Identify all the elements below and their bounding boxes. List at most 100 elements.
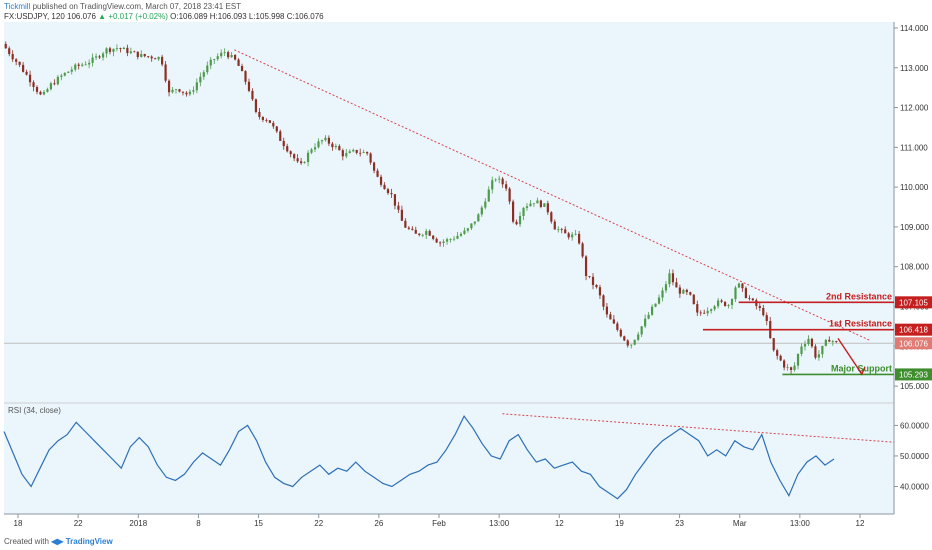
candle-body: [272, 122, 275, 127]
candle-body: [473, 221, 476, 224]
candle-body: [449, 239, 452, 241]
candle-body: [602, 295, 605, 307]
candle-body: [348, 151, 351, 154]
candle-body: [227, 52, 230, 58]
candle-body: [505, 184, 508, 189]
candle-body: [324, 137, 327, 141]
candle-body: [216, 56, 219, 60]
level-label: Major Support: [831, 363, 892, 373]
time-tick-label: 15: [254, 519, 263, 528]
candle-body: [167, 80, 171, 93]
candle-body: [487, 189, 490, 202]
candle-body: [650, 306, 654, 315]
trendlines: [234, 49, 870, 341]
candle-body: [94, 56, 98, 58]
candle-body: [136, 51, 139, 57]
candle-body: [675, 282, 678, 288]
candle-body: [60, 75, 63, 77]
candle-body: [279, 131, 282, 141]
candle-body: [623, 336, 626, 341]
price-tick-label: 109.000: [900, 223, 929, 232]
time-tick-label: 8: [196, 519, 201, 528]
candle-body: [42, 91, 46, 95]
candle-body: [223, 52, 226, 53]
candle-body: [230, 54, 233, 58]
candle-body: [275, 126, 278, 132]
candle-body: [796, 354, 800, 366]
candle-body: [161, 56, 164, 65]
time-tick-label: 22: [74, 519, 83, 528]
candle-body: [303, 162, 306, 164]
candle-body: [511, 201, 515, 222]
rsi-tick-label: 40.0000: [900, 483, 929, 492]
candle-body: [633, 339, 636, 345]
candle-body: [313, 147, 317, 150]
candle-body: [779, 355, 782, 361]
symbol-label: FX:USDJPY, 120: [4, 12, 65, 21]
price-tick-label: 110.000: [900, 183, 929, 192]
price-tick-label: 112.000: [900, 104, 929, 113]
candle-body: [251, 90, 254, 100]
candle-body: [53, 83, 56, 85]
candle-body: [494, 179, 497, 181]
candle-body: [362, 152, 365, 153]
candle-body: [772, 338, 775, 351]
candle-body: [81, 64, 84, 66]
candle-body: [4, 43, 7, 49]
candle-body: [105, 48, 108, 54]
rsi-trendline: [502, 413, 895, 443]
candle-body: [442, 241, 445, 243]
candle-body: [35, 87, 39, 92]
candle-body: [233, 54, 237, 60]
candle-body: [390, 193, 393, 195]
candle-body: [567, 233, 570, 238]
tradingview-brand[interactable]: TradingView: [65, 537, 113, 546]
time-tick-label: 26: [374, 519, 383, 528]
candle-body: [626, 340, 629, 346]
candle-body: [776, 350, 779, 356]
candle-body: [783, 360, 786, 368]
candle-body: [341, 150, 344, 157]
candle-body: [174, 89, 178, 90]
candle-body: [49, 83, 53, 90]
candle-body: [699, 312, 702, 314]
candle-body: [751, 298, 754, 301]
candle-body: [619, 329, 622, 337]
candle-body: [414, 229, 417, 234]
candle-body: [546, 203, 549, 213]
candle-body: [661, 290, 664, 298]
candle-body: [379, 176, 383, 185]
candle-body: [77, 64, 80, 66]
candle-body: [703, 312, 706, 314]
candle-body: [213, 59, 216, 60]
candle-body: [595, 284, 598, 288]
candle-body: [821, 345, 824, 355]
candles: [4, 41, 838, 374]
candle-body: [112, 48, 115, 52]
candle-body: [605, 306, 609, 315]
candle-body: [293, 154, 296, 159]
candle-body: [470, 223, 473, 229]
candle-body: [91, 57, 94, 63]
candle-body: [67, 71, 70, 73]
rsi-tick-label: 50.0000: [900, 452, 929, 461]
candle-body: [240, 65, 244, 72]
candle-body: [689, 292, 692, 295]
level-price-value: 105.293: [899, 370, 928, 379]
candle-body: [376, 170, 379, 177]
candle-body: [477, 214, 480, 222]
created-with-text: Created with: [4, 537, 49, 546]
rsi-series: [3, 413, 895, 500]
candle-body: [644, 318, 647, 327]
candle-body: [456, 235, 459, 239]
candle-body: [525, 206, 529, 208]
rsi-tick-label: 60.0000: [900, 421, 929, 430]
publisher-name[interactable]: Tickmill: [4, 2, 31, 11]
candle-body: [484, 201, 487, 208]
candle-body: [828, 339, 831, 342]
candle-body: [581, 243, 584, 257]
candle-body: [668, 273, 671, 285]
candle-body: [584, 256, 588, 277]
candle-body: [762, 308, 765, 316]
